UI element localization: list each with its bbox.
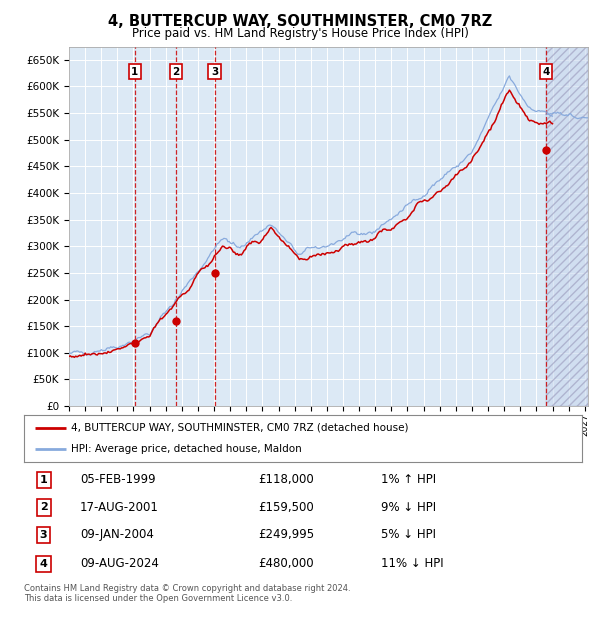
Text: 9% ↓ HPI: 9% ↓ HPI	[381, 501, 436, 514]
Text: 1: 1	[131, 66, 139, 76]
Text: 09-JAN-2004: 09-JAN-2004	[80, 528, 154, 541]
Text: 4: 4	[542, 66, 550, 76]
Text: 1% ↑ HPI: 1% ↑ HPI	[381, 474, 436, 487]
Text: HPI: Average price, detached house, Maldon: HPI: Average price, detached house, Mald…	[71, 445, 302, 454]
Text: 3: 3	[211, 66, 218, 76]
Text: 09-AUG-2024: 09-AUG-2024	[80, 557, 158, 570]
Text: 4, BUTTERCUP WAY, SOUTHMINSTER, CM0 7RZ (detached house): 4, BUTTERCUP WAY, SOUTHMINSTER, CM0 7RZ …	[71, 423, 409, 433]
Text: Price paid vs. HM Land Registry's House Price Index (HPI): Price paid vs. HM Land Registry's House …	[131, 27, 469, 40]
Text: 5% ↓ HPI: 5% ↓ HPI	[381, 528, 436, 541]
Bar	[546, 44, 588, 406]
Text: 3: 3	[40, 530, 47, 540]
Text: Contains HM Land Registry data © Crown copyright and database right 2024.
This d: Contains HM Land Registry data © Crown c…	[24, 584, 350, 603]
Text: £118,000: £118,000	[259, 474, 314, 487]
Text: 4, BUTTERCUP WAY, SOUTHMINSTER, CM0 7RZ: 4, BUTTERCUP WAY, SOUTHMINSTER, CM0 7RZ	[108, 14, 492, 29]
Text: 2: 2	[40, 502, 47, 513]
Text: £249,995: £249,995	[259, 528, 314, 541]
Text: 4: 4	[40, 559, 47, 569]
Text: 2: 2	[172, 66, 179, 76]
Text: 11% ↓ HPI: 11% ↓ HPI	[381, 557, 444, 570]
Text: £480,000: £480,000	[259, 557, 314, 570]
Text: 05-FEB-1999: 05-FEB-1999	[80, 474, 155, 487]
Text: £159,500: £159,500	[259, 501, 314, 514]
Text: 17-AUG-2001: 17-AUG-2001	[80, 501, 158, 514]
Text: 1: 1	[40, 475, 47, 485]
